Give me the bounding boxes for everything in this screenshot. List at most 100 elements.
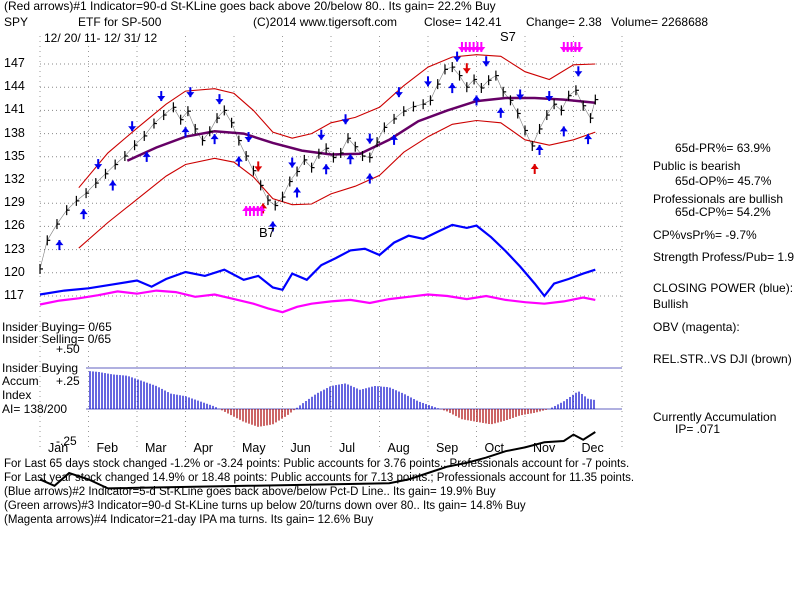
price-trace-line bbox=[39, 66, 596, 269]
professionals-status: Professionals are bullish bbox=[653, 192, 784, 206]
blue-buy-arrow bbox=[268, 221, 277, 227]
price-tick-label: 144 bbox=[4, 79, 25, 94]
blue-sell-arrow bbox=[215, 99, 224, 105]
accumulation-histogram bbox=[89, 371, 595, 427]
month-tick-label: Jul bbox=[339, 441, 355, 455]
accum-minus25: -.25 bbox=[56, 434, 77, 448]
red-buy-arrow bbox=[259, 203, 268, 209]
accum-plus25: +.25 bbox=[56, 374, 80, 388]
insider-selling: Insider Selling= 0/65 bbox=[2, 332, 112, 346]
blue-sell-arrow bbox=[128, 126, 137, 132]
price-tick-label: 132 bbox=[4, 172, 25, 186]
month-tick-label: Mar bbox=[145, 441, 167, 455]
footer-65-days: For Last 65 days stock changed -1.2% or … bbox=[4, 458, 630, 470]
blue-buy-arrow bbox=[584, 134, 593, 140]
date-range: 12/ 20/ 11- 12/ 31/ 12 bbox=[44, 31, 158, 45]
close-value: Close= 142.41 bbox=[424, 15, 502, 29]
blue-sell-arrow bbox=[365, 138, 374, 144]
moving-average-line bbox=[126, 96, 596, 162]
ip-value: IP= .071 bbox=[675, 422, 721, 436]
blue-sell-arrow bbox=[453, 56, 462, 62]
month-tick-label: Aug bbox=[387, 441, 410, 455]
price-tick-label: 141 bbox=[4, 102, 25, 117]
rel-str-label: REL.STR..VS DJI (brown) bbox=[653, 352, 792, 366]
blue-sell-arrow bbox=[288, 162, 297, 168]
price-tick-label: 138 bbox=[4, 125, 25, 140]
rel-str-line bbox=[39, 431, 596, 490]
closing-power-label: CLOSING POWER (blue): bbox=[653, 281, 794, 295]
blue-buy-arrow bbox=[496, 107, 505, 113]
obv-label: OBV (magenta): bbox=[653, 320, 740, 334]
blue-sell-arrow bbox=[394, 92, 403, 98]
footer-blue-arrows: (Blue arrows)#2 Indicator=5-d St-KLine g… bbox=[4, 486, 496, 498]
accumulation-status: Currently Accumulation bbox=[653, 410, 777, 424]
price-tick-label: 117 bbox=[4, 288, 24, 302]
blue-sell-arrow bbox=[516, 94, 525, 100]
blue-buy-arrow bbox=[234, 156, 243, 162]
blue-sell-arrow bbox=[244, 137, 253, 143]
strength-ratio: Strength Profess/Pub= 1.9 bbox=[653, 250, 795, 264]
footer-green-arrows: (Green arrows)#3 Indicator=90-d St-KLine… bbox=[4, 500, 526, 512]
volume-value: Volume= 2268688 bbox=[611, 15, 709, 29]
red-sell-arrow bbox=[254, 166, 263, 172]
month-gridlines bbox=[39, 36, 623, 448]
blue-sell-arrow bbox=[424, 81, 432, 87]
red-sell-arrow bbox=[462, 68, 471, 74]
month-tick-label: May bbox=[242, 441, 266, 455]
footer-magenta-arrows: (Magenta arrows)#4 Indicator=21-day IPA … bbox=[4, 514, 374, 526]
month-tick-label: Apr bbox=[193, 441, 213, 455]
price-tick-label: 147 bbox=[4, 56, 25, 70]
lower-band-line bbox=[78, 119, 596, 249]
month-tick-label: Nov bbox=[533, 441, 556, 455]
chart-series bbox=[39, 54, 599, 490]
month-tick-label: Jun bbox=[290, 441, 311, 455]
blue-buy-arrow bbox=[108, 180, 117, 186]
blue-sell-arrow bbox=[482, 61, 491, 67]
blue-buy-arrow bbox=[322, 164, 331, 170]
magenta-sell-arrow bbox=[477, 47, 486, 52]
blue-buy-arrow bbox=[142, 151, 151, 157]
price-tick-label: 126 bbox=[4, 218, 25, 233]
closing-power-status: Bullish bbox=[653, 297, 689, 311]
blue-sell-arrow bbox=[574, 71, 583, 77]
blue-buy-arrow bbox=[55, 240, 64, 246]
copyright: (C)2014 www.tigersoft.com bbox=[253, 15, 398, 29]
blue-sell-arrow bbox=[186, 92, 195, 98]
price-tick-label: 135 bbox=[4, 148, 25, 163]
ai-value: AI= 138/200 bbox=[2, 402, 68, 416]
magenta-buy-arrow bbox=[257, 206, 266, 211]
blue-buy-arrow bbox=[210, 134, 219, 140]
etf-label: ETF for SP-500 bbox=[78, 15, 162, 29]
change-value: Change= 2.38 bbox=[526, 15, 602, 29]
blue-buy-arrow bbox=[472, 95, 481, 101]
blue-buy-arrow bbox=[181, 127, 190, 133]
blue-sell-arrow bbox=[545, 96, 554, 102]
month-tick-label: Oct bbox=[484, 441, 504, 455]
upper-band-line bbox=[78, 54, 596, 189]
insider-buying-label: Insider Buying bbox=[2, 361, 79, 375]
month-tick-label: Feb bbox=[96, 441, 119, 455]
price-tick-label: 129 bbox=[4, 195, 25, 210]
blue-buy-arrow bbox=[448, 83, 457, 89]
op-percent: 65d-OP%= 45.7% bbox=[675, 174, 772, 188]
footer-last-year: For Last year stock changed 14.9% or 18.… bbox=[4, 472, 635, 484]
cp-percent: 65d-CP%= 54.2% bbox=[675, 205, 771, 219]
month-tick-label: Sep bbox=[436, 441, 459, 455]
s7-label: S7 bbox=[500, 29, 516, 44]
insider-buying: Insider Buying= 0/65 bbox=[2, 320, 112, 334]
pr-percent: 65d-PR%= 63.9% bbox=[675, 141, 771, 155]
accum-plus50: +.50 bbox=[56, 342, 80, 356]
blue-sell-arrow bbox=[94, 164, 103, 170]
price-tick-label: 123 bbox=[4, 241, 25, 256]
closing-power-line bbox=[39, 223, 596, 298]
obv-line bbox=[39, 289, 596, 314]
blue-buy-arrow bbox=[390, 134, 399, 140]
blue-buy-arrow bbox=[535, 144, 544, 150]
blue-buy-arrow bbox=[365, 173, 374, 179]
blue-buy-arrow bbox=[346, 154, 355, 160]
red-buy-arrow bbox=[530, 163, 539, 169]
index-label: Index bbox=[2, 388, 32, 402]
blue-buy-arrow bbox=[293, 187, 302, 193]
cp-vs-pr: CP%vsPr%= -9.7% bbox=[653, 228, 757, 242]
